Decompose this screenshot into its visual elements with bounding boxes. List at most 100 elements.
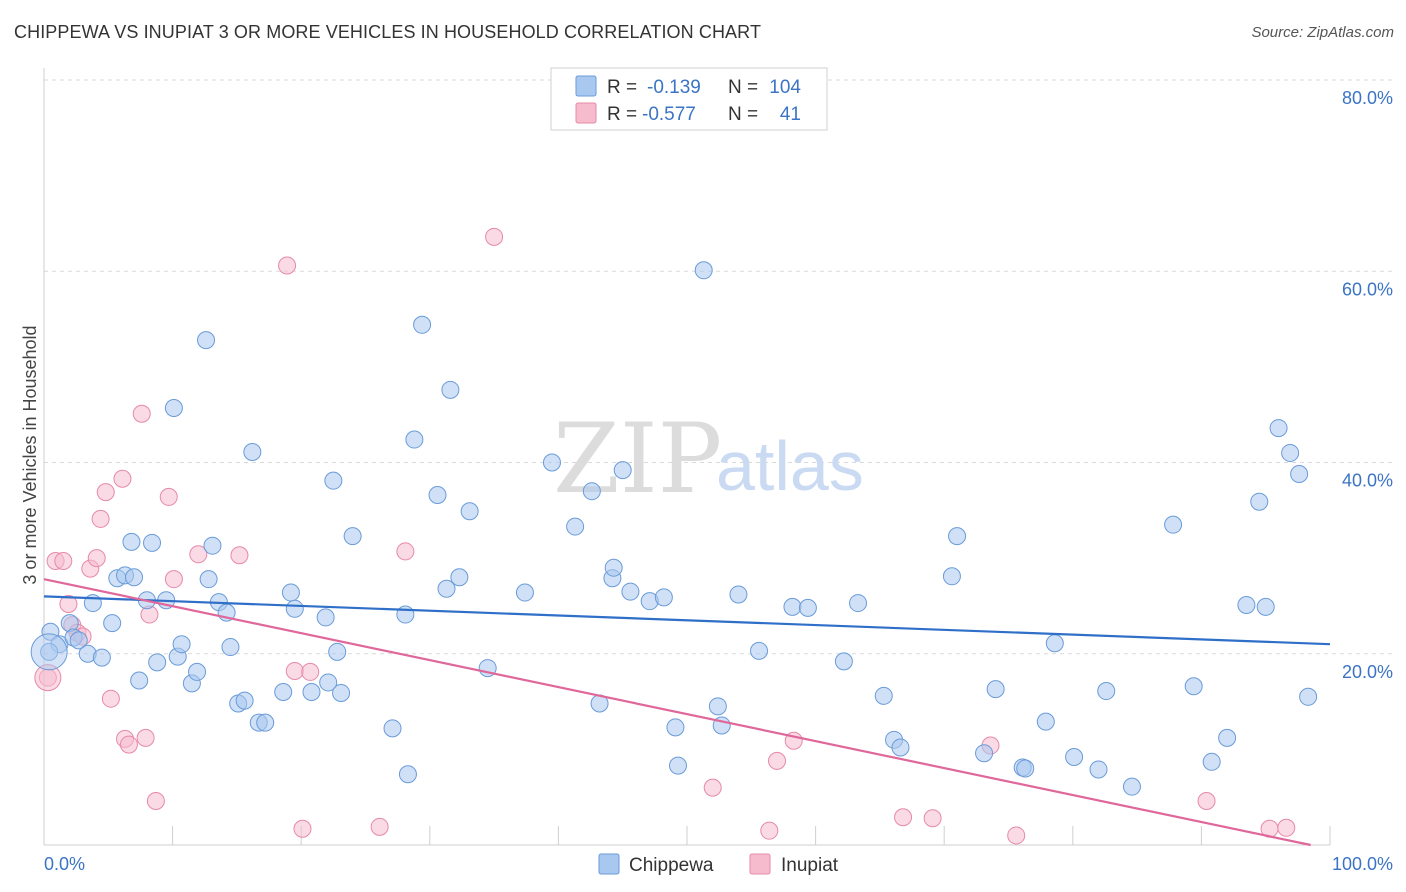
chippewa-point — [694, 261, 713, 280]
chippewa-point — [332, 683, 351, 702]
axes — [43, 68, 1331, 846]
watermark-atlas: atlas — [716, 427, 864, 505]
y-tick-label: 60.0% — [1342, 279, 1393, 299]
chippewa-point — [1218, 728, 1237, 747]
inupiat-point — [59, 595, 78, 614]
inupiat-point — [485, 227, 504, 246]
inupiat-point — [113, 469, 132, 488]
x-tick-label-max: 100.0% — [1332, 854, 1393, 874]
chippewa-n-value: 104 — [769, 77, 801, 98]
inupiat-r-value: -0.577 — [642, 104, 696, 125]
inupiat-legend-icon — [749, 853, 771, 875]
chippewa-point — [1202, 752, 1221, 771]
chippewa-point — [1089, 760, 1108, 779]
stats-legend-box — [550, 67, 828, 131]
chippewa-point — [125, 568, 144, 587]
chippewa-point — [203, 536, 222, 555]
chippewa-point — [103, 614, 122, 633]
inupiat-point — [159, 487, 178, 506]
chippewa-point — [316, 608, 335, 627]
chippewa-point — [383, 719, 402, 738]
inupiat-point — [96, 483, 115, 502]
chippewa-cluster-point — [30, 633, 68, 671]
inupiat-point — [703, 778, 722, 797]
chippewa-point — [834, 652, 853, 671]
chippewa-point — [582, 482, 601, 501]
chippewa-point — [1184, 677, 1203, 696]
chippewa-point — [604, 558, 623, 577]
chippewa-point — [69, 631, 88, 650]
gridlines — [44, 79, 1393, 655]
inupiat-point — [54, 551, 73, 570]
chippewa-point — [1164, 515, 1183, 534]
chippewa-point — [566, 517, 585, 536]
chippewa-point — [324, 471, 343, 490]
chippewa-r-value: -0.139 — [647, 77, 701, 98]
chippewa-point — [274, 683, 293, 701]
inupiat-point — [301, 662, 320, 681]
chippewa-point — [666, 718, 685, 737]
chippewa-point — [1281, 443, 1300, 462]
chippewa-point — [328, 642, 347, 661]
chippewa-point — [948, 527, 967, 546]
chippewa-point — [319, 673, 338, 692]
inupiat-point — [285, 661, 304, 680]
y-tick-label: 20.0% — [1342, 662, 1393, 682]
watermark-zip: ZIP — [553, 403, 722, 515]
inupiat-point — [1277, 818, 1296, 837]
inupiat-swatch-icon — [575, 102, 597, 124]
chippewa-point — [221, 638, 240, 657]
chippewa-point — [343, 527, 362, 546]
inupiat-point — [146, 792, 165, 811]
y-tick-label: 80.0% — [1342, 88, 1393, 108]
y-tick-label: 40.0% — [1342, 471, 1393, 491]
inupiat-point — [370, 817, 389, 836]
chippewa-point — [1290, 464, 1309, 483]
chippewa-point — [1256, 597, 1275, 616]
chippewa-point — [783, 597, 802, 616]
chippewa-point — [405, 430, 424, 449]
inupiat-point — [230, 546, 249, 565]
chippewa-point — [1097, 682, 1116, 701]
chippewa-point — [1065, 748, 1084, 767]
chippewa-point — [1269, 419, 1288, 438]
chippewa-point — [197, 331, 216, 350]
chippewa-trend-line — [43, 595, 1331, 646]
inupiat-point — [164, 570, 183, 589]
trend-lines — [43, 578, 1331, 847]
inupiat-r-label: R = — [607, 104, 637, 125]
chippewa-point — [750, 641, 769, 660]
chippewa-swatch-icon — [575, 75, 597, 97]
chippewa-legend-icon — [598, 853, 620, 875]
chippewa-point — [437, 579, 456, 598]
chippewa-point — [428, 486, 447, 505]
inupiat-point — [894, 808, 913, 827]
chippewa-point — [460, 502, 479, 521]
inupiat-point — [923, 809, 942, 828]
chippewa-point — [654, 588, 673, 607]
inupiat-point — [1197, 792, 1216, 811]
inupiat-point — [136, 728, 155, 747]
x-tick-label-min: 0.0% — [44, 854, 85, 874]
stats-legend: R = -0.139 N = 104 R = -0.577 N = 41 — [550, 67, 828, 131]
chippewa-point — [515, 583, 534, 602]
chippewa-point — [199, 570, 218, 589]
chippewa-point — [450, 568, 469, 587]
chippewa-point — [891, 738, 910, 757]
chippewa-point — [1045, 634, 1064, 653]
chippewa-point — [1036, 712, 1055, 731]
chippewa-point — [1122, 777, 1141, 796]
chippewa-point — [729, 585, 748, 604]
chippewa-point — [621, 582, 640, 601]
chippewa-point — [975, 744, 994, 763]
chippewa-point — [302, 683, 321, 701]
inupiat-point — [119, 735, 138, 754]
inupiat-point — [87, 549, 106, 568]
inupiat-point — [91, 509, 110, 528]
chippewa-point — [285, 599, 304, 618]
chippewa-point — [413, 315, 432, 334]
chippewa-point — [1250, 492, 1269, 511]
chippewa-point — [849, 594, 868, 613]
chippewa-point — [798, 598, 817, 617]
